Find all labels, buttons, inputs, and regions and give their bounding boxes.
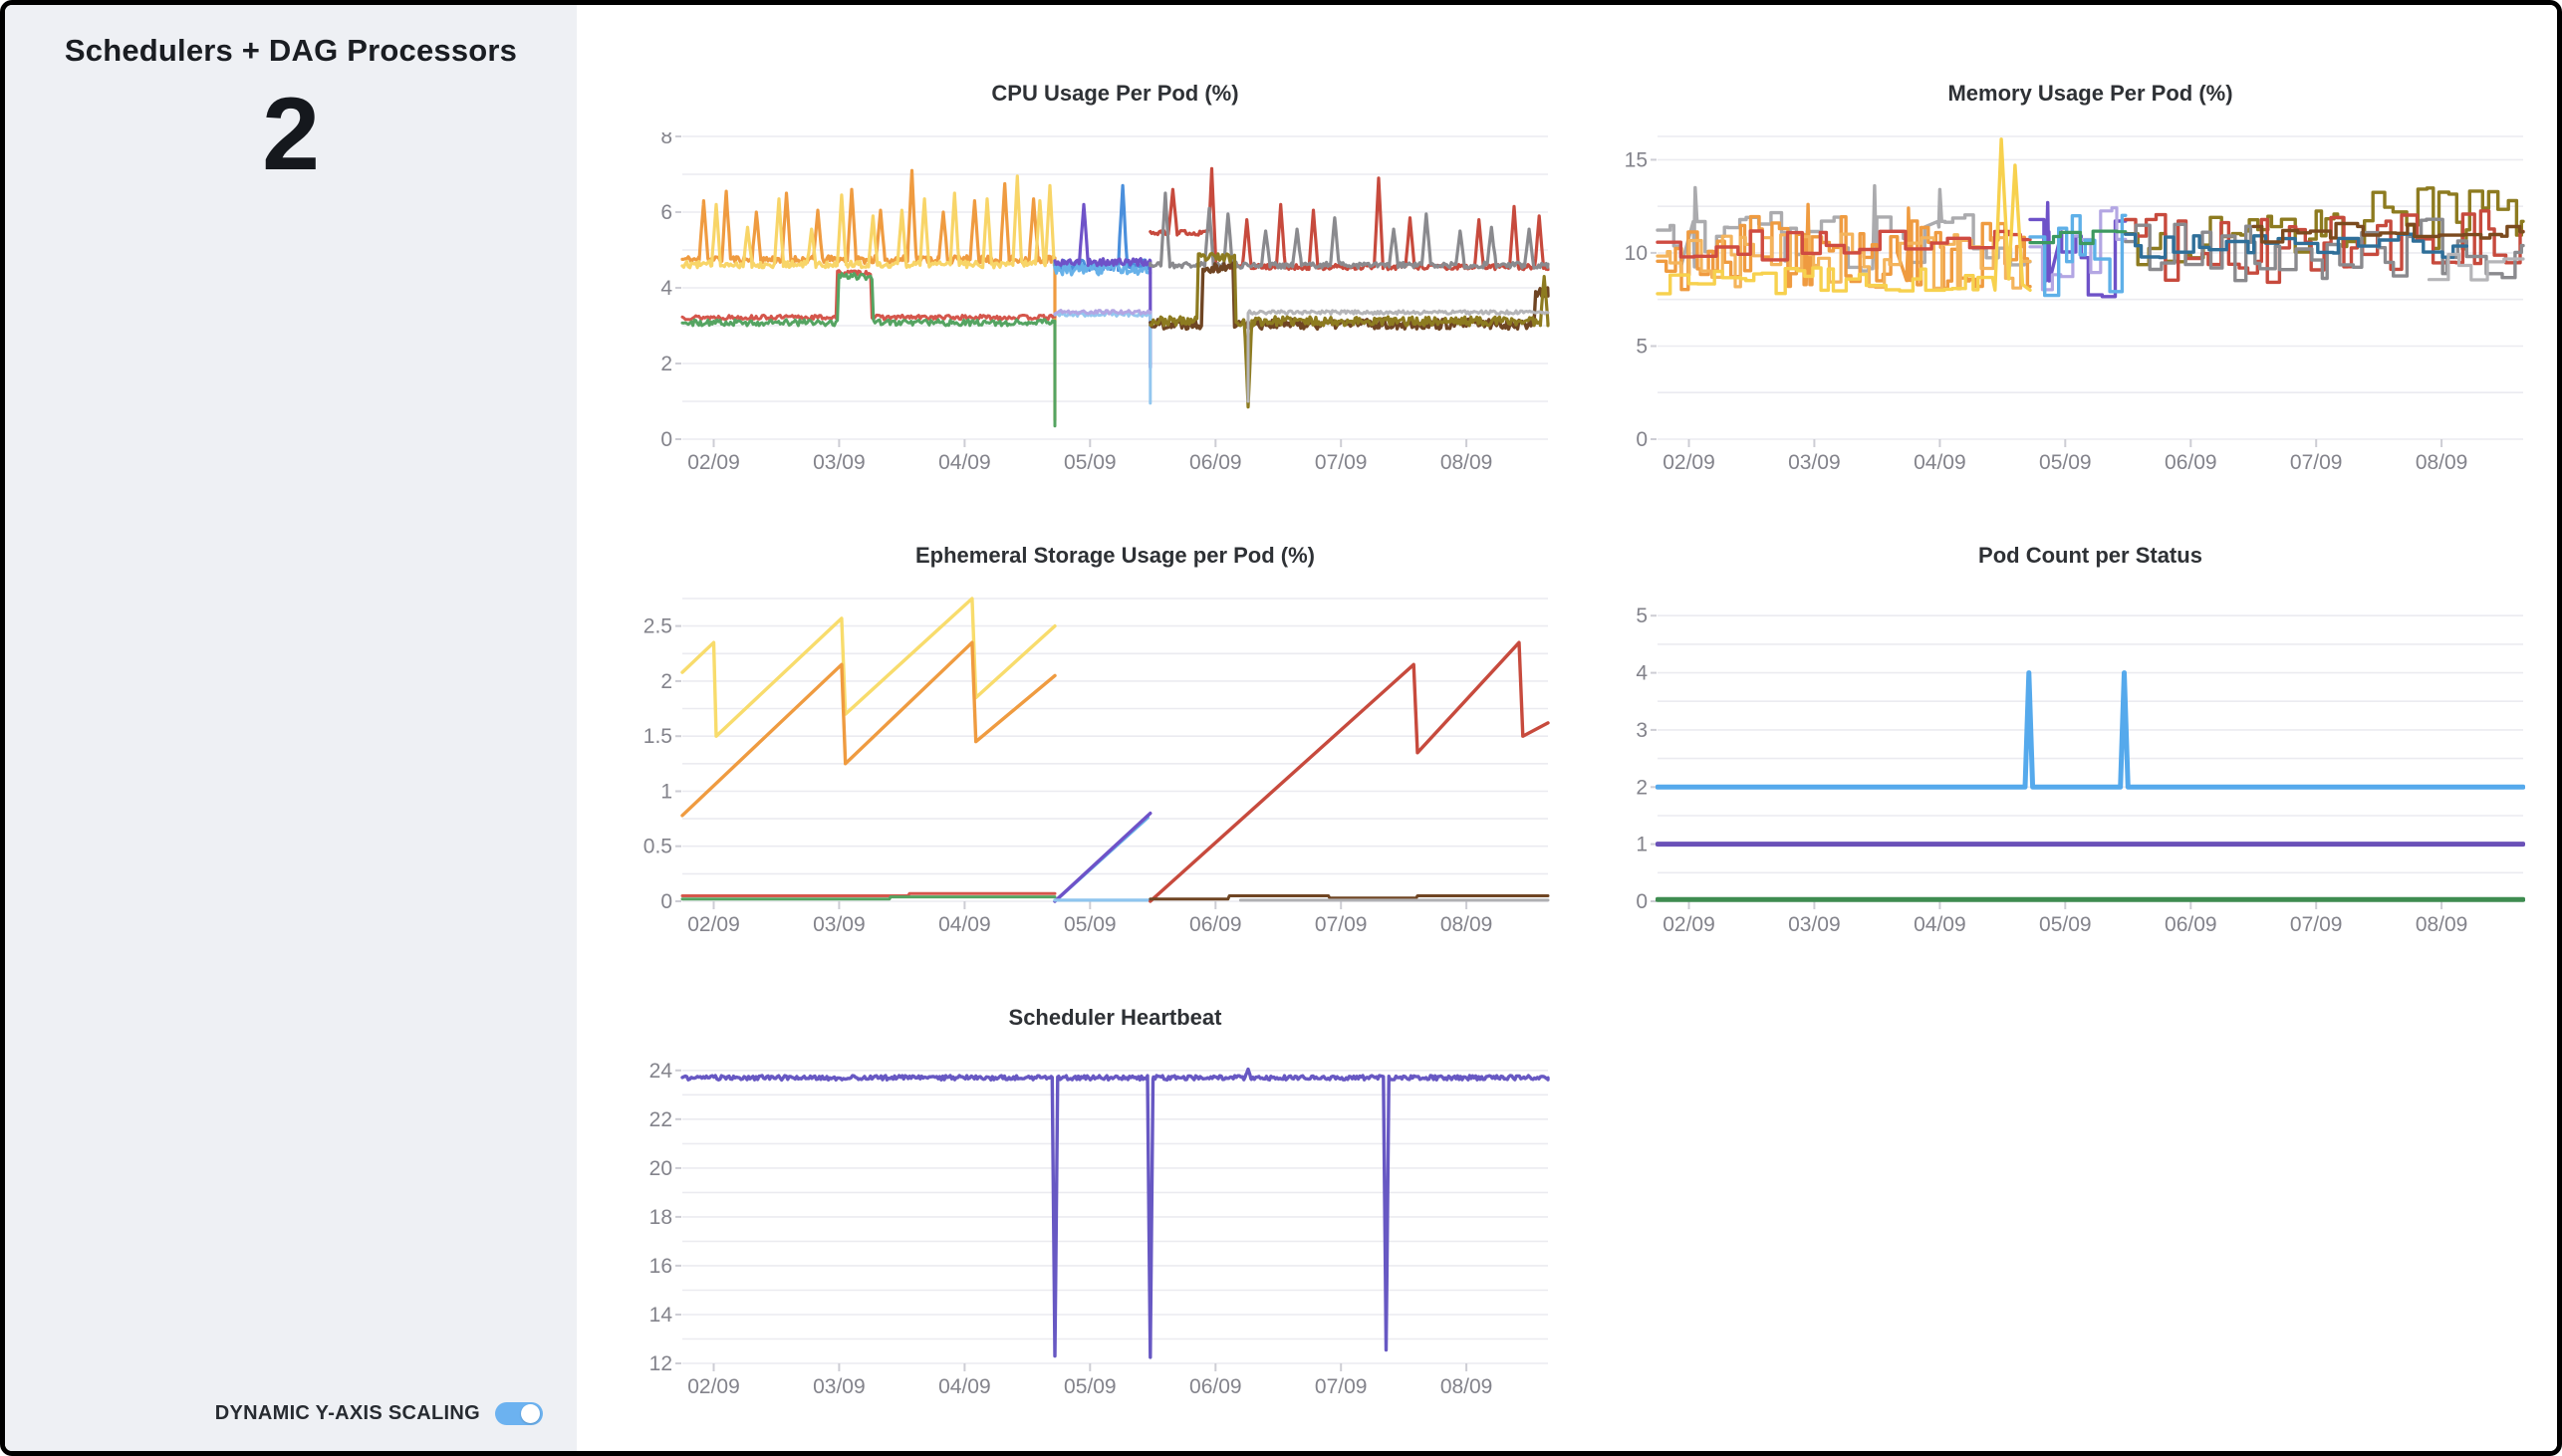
svg-text:5: 5 (1636, 605, 1648, 627)
svg-text:2: 2 (660, 353, 672, 375)
scheduler-heartbeat-chart-card: Scheduler Heartbeat 12 14 16 18 20 22 24 02/09 0… (619, 1005, 1560, 1413)
svg-text:8: 8 (660, 132, 672, 148)
svg-text:03/09: 03/09 (813, 1375, 866, 1398)
scheduler-heartbeat-chart-title: Scheduler Heartbeat (1008, 1005, 1222, 1030)
svg-text:22: 22 (649, 1108, 672, 1131)
ephemeral-storage-chart-plot[interactable]: 0 0.5 1 1.5 2 2.5 02/09 03/09 04/09 05/09 06/09 07/… (619, 595, 1560, 951)
svg-text:05/09: 05/09 (1064, 913, 1117, 936)
svg-text:2: 2 (1636, 776, 1648, 799)
scheduler-count: 2 (262, 77, 320, 192)
svg-text:0: 0 (660, 890, 672, 913)
cpu-usage-chart-card: CPU Usage Per Pod (%) 0 2 4 6 8 02/09 03/09 04/… (619, 81, 1560, 489)
sidebar: Schedulers + DAG Processors 2 DYNAMIC Y-… (5, 5, 577, 1451)
svg-text:0: 0 (1636, 428, 1648, 451)
svg-text:2: 2 (660, 670, 672, 693)
svg-text:02/09: 02/09 (1663, 913, 1715, 936)
pod-count-chart-title: Pod Count per Status (1978, 543, 2202, 568)
svg-text:06/09: 06/09 (2165, 913, 2217, 936)
svg-text:4: 4 (1636, 662, 1648, 685)
svg-text:5: 5 (1636, 336, 1648, 359)
svg-text:4: 4 (660, 277, 672, 300)
svg-text:14: 14 (649, 1304, 673, 1327)
svg-text:02/09: 02/09 (687, 451, 740, 474)
svg-text:08/09: 08/09 (1440, 913, 1493, 936)
svg-text:6: 6 (660, 201, 672, 224)
svg-text:0: 0 (1636, 890, 1648, 913)
svg-text:0: 0 (660, 428, 672, 451)
svg-text:03/09: 03/09 (1788, 913, 1841, 936)
memory-usage-chart-plot[interactable]: 0 5 10 15 02/09 03/09 04/09 05/09 06/09 07/09 08/0… (1594, 132, 2535, 489)
dynamic-y-axis-scaling-label: DYNAMIC Y-AXIS SCALING (214, 1402, 480, 1424)
page-title: Schedulers + DAG Processors (64, 33, 518, 68)
svg-text:02/09: 02/09 (687, 913, 740, 936)
svg-text:06/09: 06/09 (1189, 451, 1242, 474)
svg-text:08/09: 08/09 (1440, 451, 1493, 474)
svg-text:02/09: 02/09 (687, 1375, 740, 1398)
ephemeral-storage-chart-title: Ephemeral Storage Usage per Pod (%) (915, 543, 1315, 568)
pod-count-chart-plot[interactable]: 0 1 2 3 4 5 02/09 03/09 04/09 05/09 06/09 07/09 08/0… (1594, 595, 2535, 951)
svg-text:15: 15 (1625, 148, 1648, 171)
svg-text:12: 12 (649, 1352, 672, 1375)
svg-text:06/09: 06/09 (1189, 913, 1242, 936)
svg-text:02/09: 02/09 (1663, 451, 1715, 474)
svg-text:1: 1 (1636, 834, 1648, 856)
svg-text:06/09: 06/09 (1189, 1375, 1242, 1398)
svg-text:05/09: 05/09 (2039, 913, 2092, 936)
svg-text:1.5: 1.5 (643, 725, 672, 748)
svg-text:07/09: 07/09 (2290, 451, 2343, 474)
cpu-usage-chart-title: CPU Usage Per Pod (%) (991, 81, 1239, 106)
svg-text:04/09: 04/09 (1914, 451, 1966, 474)
svg-text:05/09: 05/09 (2039, 451, 2092, 474)
svg-text:18: 18 (649, 1206, 672, 1229)
memory-usage-chart-card: Memory Usage Per Pod (%) 0 5 10 15 02/09 03/0… (1594, 81, 2535, 489)
svg-text:2.5: 2.5 (643, 615, 672, 638)
svg-text:05/09: 05/09 (1064, 451, 1117, 474)
svg-text:3: 3 (1636, 719, 1648, 742)
svg-text:1: 1 (660, 781, 672, 804)
svg-text:05/09: 05/09 (1064, 1375, 1117, 1398)
ephemeral-storage-chart-card: Ephemeral Storage Usage per Pod (%) 0 0.5… (619, 543, 1560, 951)
svg-text:07/09: 07/09 (1315, 451, 1368, 474)
charts-area: CPU Usage Per Pod (%) 0 2 4 6 8 02/09 03/09 04/… (577, 5, 2557, 1451)
memory-usage-chart-title: Memory Usage Per Pod (%) (1947, 81, 2233, 106)
svg-text:07/09: 07/09 (1315, 913, 1368, 936)
svg-text:20: 20 (649, 1157, 672, 1180)
svg-text:08/09: 08/09 (2416, 451, 2468, 474)
svg-text:04/09: 04/09 (1914, 913, 1966, 936)
svg-text:03/09: 03/09 (813, 913, 866, 936)
svg-text:07/09: 07/09 (1315, 1375, 1368, 1398)
svg-text:03/09: 03/09 (813, 451, 866, 474)
empty-grid-cell (1594, 1005, 2535, 1413)
toggle-knob-icon (521, 1404, 540, 1423)
svg-text:24: 24 (649, 1060, 673, 1083)
svg-text:08/09: 08/09 (1440, 1375, 1493, 1398)
svg-text:07/09: 07/09 (2290, 913, 2343, 936)
svg-text:04/09: 04/09 (938, 451, 991, 474)
svg-text:08/09: 08/09 (2416, 913, 2468, 936)
charts-grid: CPU Usage Per Pod (%) 0 2 4 6 8 02/09 03/09 04/… (619, 81, 2557, 1413)
dynamic-y-axis-scaling-toggle[interactable] (495, 1402, 543, 1425)
scheduler-heartbeat-chart-plot[interactable]: 12 14 16 18 20 22 24 02/09 03/09 04/09 05/09 06/09 0… (619, 1057, 1560, 1413)
svg-text:16: 16 (649, 1255, 672, 1278)
svg-text:03/09: 03/09 (1788, 451, 1841, 474)
svg-text:0.5: 0.5 (643, 836, 672, 858)
svg-text:10: 10 (1625, 242, 1648, 265)
svg-text:04/09: 04/09 (938, 913, 991, 936)
svg-text:06/09: 06/09 (2165, 451, 2217, 474)
cpu-usage-chart-plot[interactable]: 0 2 4 6 8 02/09 03/09 04/09 05/09 06/09 07/09 08/09 (619, 132, 1560, 489)
pod-count-chart-card: Pod Count per Status 0 1 2 3 4 5 02/09 03/09 04/… (1594, 543, 2535, 951)
toggle-row: DYNAMIC Y-AXIS SCALING (5, 1402, 577, 1451)
svg-text:04/09: 04/09 (938, 1375, 991, 1398)
